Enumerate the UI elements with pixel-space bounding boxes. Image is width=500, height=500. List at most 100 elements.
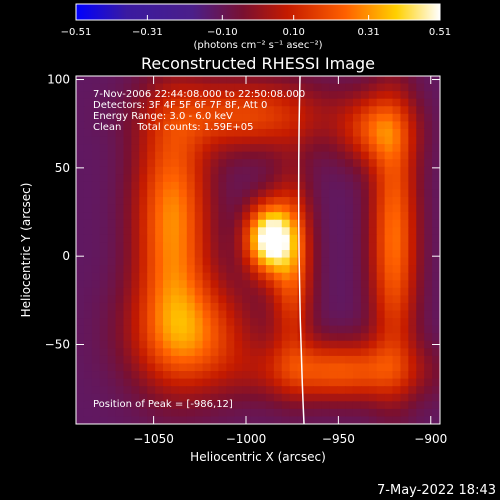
heatmap-cell (250, 310, 259, 319)
heatmap-cell (139, 136, 148, 145)
heatmap-cell (178, 234, 188, 244)
heatmap-cell (281, 76, 291, 85)
heatmap-cell (289, 348, 299, 357)
heatmap-cell (178, 363, 188, 372)
heatmap-cell (242, 340, 251, 349)
heatmap-cell (400, 91, 409, 100)
heatmap-cell (99, 212, 109, 221)
heatmap-cell (107, 340, 117, 349)
heatmap-cell (281, 401, 291, 410)
heatmap-cell (76, 287, 85, 296)
heatmap-cell (297, 212, 307, 221)
heatmap-cell (305, 98, 314, 107)
heatmap-cell (194, 355, 204, 365)
heatmap-cell (186, 166, 196, 175)
heatmap-cell (76, 355, 85, 365)
heatmap-cell (313, 91, 322, 100)
heatmap-cell (321, 128, 330, 138)
heatmap-cell (178, 98, 188, 107)
heatmap-cell (297, 227, 307, 236)
heatmap-cell (226, 302, 235, 312)
heatmap-cell (313, 295, 322, 304)
heatmap-cell (202, 401, 212, 410)
heatmap-cell (313, 128, 322, 138)
heatmap-cell (242, 287, 251, 296)
heatmap-cell (337, 401, 346, 410)
heatmap-cell (170, 393, 180, 402)
heatmap-cell (345, 136, 354, 145)
heatmap-cell (368, 98, 378, 107)
heatmap-cell (163, 181, 172, 191)
heatmap-cell (226, 250, 235, 259)
heatmap-cell (400, 219, 409, 228)
heatmap-cell (392, 408, 402, 418)
heatmap-cell (91, 136, 101, 145)
heatmap-cell (360, 136, 370, 145)
heatmap-cell (76, 318, 85, 327)
heatmap-cell (170, 204, 180, 213)
heatmap-cell (202, 166, 212, 175)
heatmap-cell (234, 355, 243, 365)
heatmap-cell (329, 393, 338, 402)
heatmap-cell (265, 212, 275, 221)
heatmap-cell (250, 83, 259, 92)
heatmap-cell (297, 318, 307, 327)
heatmap-cell (329, 401, 338, 410)
heatmap-cell (329, 227, 338, 236)
heatmap-cell (250, 181, 259, 191)
heatmap-cell (376, 136, 386, 145)
heatmap-cell (107, 318, 117, 327)
heatmap-cell (83, 363, 93, 372)
heatmap-cell (210, 242, 220, 251)
heatmap-cell (408, 76, 417, 85)
heatmap-cell (424, 204, 433, 213)
plot-frame (75, 75, 441, 425)
heatmap-cell (321, 181, 330, 191)
heatmap-cell (321, 348, 330, 357)
heatmap-cell (376, 408, 386, 418)
heatmap-cell (226, 128, 235, 138)
heatmap-cell (265, 91, 275, 100)
heatmap-cell (265, 287, 275, 296)
heatmap-cell (178, 333, 188, 342)
heatmap-cell (297, 76, 307, 85)
heatmap-cell (313, 151, 322, 160)
heatmap-cell (258, 363, 267, 372)
heatmap-cell (313, 166, 322, 175)
heatmap-cell (91, 159, 101, 168)
heatmap-cell (424, 318, 433, 327)
heatmap-cell (147, 242, 156, 251)
heatmap-cell (392, 227, 402, 236)
heatmap-cell (281, 144, 291, 153)
heatmap-cell (384, 159, 394, 168)
heatmap-cell (170, 348, 180, 357)
heatmap-cell (155, 333, 164, 342)
heatmap-cell (186, 121, 196, 130)
heatmap-cell (305, 393, 314, 402)
heatmap-cell (170, 242, 180, 251)
heatmap-cell (400, 355, 409, 365)
heatmap-cell (155, 408, 164, 418)
heatmap-cell (416, 333, 425, 342)
heatmap-cell (329, 280, 338, 289)
heatmap-cell (384, 136, 394, 145)
heatmap-cell (258, 189, 267, 198)
heatmap-cell (234, 363, 243, 372)
heatmap-cell (163, 219, 172, 228)
heatmap-cell (170, 302, 180, 312)
heatmap-cell (368, 234, 378, 244)
heatmap-cell (163, 318, 172, 327)
heatmap-cell (139, 166, 148, 175)
heatmap-cell (424, 234, 433, 244)
heatmap-cell (289, 159, 299, 168)
heatmap-cell (99, 189, 109, 198)
heatmap-cell (384, 151, 394, 160)
heatmap-cell (155, 393, 164, 402)
heatmap-cell (170, 197, 180, 206)
heatmap-cell (352, 189, 362, 198)
heatmap-cell (91, 144, 101, 153)
heatmap-cell (258, 416, 267, 424)
heatmap-cell (432, 136, 440, 145)
heatmap-cell (163, 265, 172, 274)
heatmap-cell (178, 166, 188, 175)
